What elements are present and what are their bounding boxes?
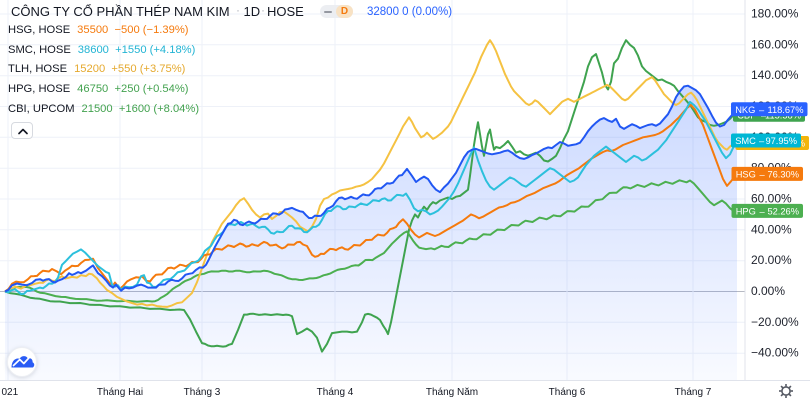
svg-text:52.26%: 52.26% (767, 207, 799, 217)
svg-text:160.00%: 160.00% (751, 37, 799, 51)
svg-text:118.67%: 118.67% (767, 105, 803, 115)
svg-text:180.00%: 180.00% (751, 7, 799, 21)
svg-text:–: – (760, 207, 766, 217)
svg-text:–: – (759, 105, 765, 115)
svg-text:97.95%: 97.95% (765, 136, 797, 146)
svg-text:SMC: SMC (735, 136, 756, 146)
svg-text:76.30%: 76.30% (767, 170, 799, 180)
svg-text:0.00%: 0.00% (751, 284, 785, 298)
svg-text:−40.00%: −40.00% (751, 346, 799, 360)
svg-text:HSG: HSG (736, 170, 756, 180)
svg-text:HPG: HPG (736, 207, 756, 217)
svg-text:60.00%: 60.00% (751, 192, 792, 206)
svg-text:140.00%: 140.00% (751, 68, 799, 82)
svg-text:20.00%: 20.00% (751, 253, 792, 267)
svg-text:NKG: NKG (735, 105, 755, 115)
svg-text:40.00%: 40.00% (751, 222, 792, 236)
svg-text:–: – (759, 136, 765, 146)
svg-text:−20.00%: −20.00% (751, 315, 799, 329)
svg-text:–: – (760, 170, 766, 180)
